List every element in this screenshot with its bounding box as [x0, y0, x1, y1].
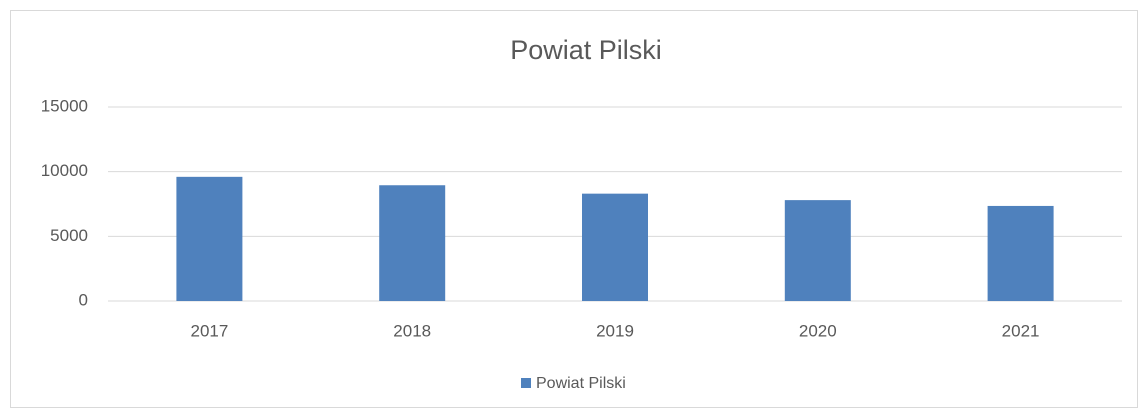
bar [379, 185, 446, 301]
x-tick-label: 2021 [1002, 321, 1040, 340]
bar [987, 205, 1054, 301]
bar [176, 176, 243, 301]
y-tick-label: 0 [79, 290, 88, 309]
x-tick-label: 2017 [190, 321, 228, 340]
legend-swatch [521, 378, 531, 388]
chart-title: Powiat Pilski [510, 35, 662, 65]
y-tick-label: 15000 [41, 96, 88, 115]
bar [582, 193, 648, 301]
x-tick-label: 2018 [393, 321, 431, 340]
legend-label: Powiat Pilski [536, 375, 626, 392]
x-tick-label: 2020 [799, 321, 837, 340]
x-tick-label: 2019 [596, 321, 634, 340]
y-tick-label: 5000 [50, 226, 88, 245]
bar [784, 200, 851, 301]
y-tick-label: 10000 [41, 161, 88, 180]
